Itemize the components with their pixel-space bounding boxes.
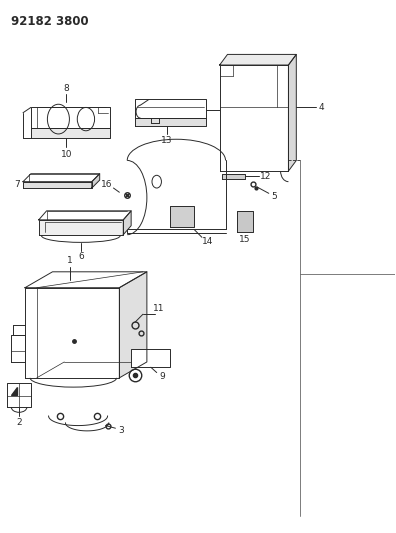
Text: 8: 8	[63, 84, 69, 93]
Text: 13: 13	[161, 136, 172, 145]
Polygon shape	[23, 174, 100, 182]
Polygon shape	[237, 211, 253, 232]
Polygon shape	[220, 65, 288, 171]
Polygon shape	[23, 182, 92, 188]
Polygon shape	[123, 211, 131, 235]
Text: 9: 9	[160, 372, 166, 381]
Text: 4: 4	[319, 103, 325, 112]
Polygon shape	[135, 100, 206, 118]
Text: 14: 14	[202, 237, 213, 246]
Polygon shape	[119, 272, 147, 378]
Polygon shape	[11, 387, 17, 395]
Text: 3: 3	[118, 426, 124, 435]
Polygon shape	[222, 174, 245, 179]
Text: 10: 10	[61, 150, 72, 159]
Text: 16: 16	[101, 180, 112, 189]
Polygon shape	[31, 108, 110, 127]
Text: 2: 2	[16, 418, 22, 427]
Text: 11: 11	[153, 304, 164, 313]
Text: 1: 1	[67, 256, 73, 265]
Polygon shape	[92, 174, 100, 188]
Polygon shape	[170, 206, 194, 227]
Text: 15: 15	[240, 236, 251, 245]
Polygon shape	[135, 118, 206, 126]
Text: 12: 12	[260, 172, 271, 181]
Polygon shape	[288, 54, 296, 171]
Polygon shape	[25, 288, 119, 378]
Polygon shape	[25, 272, 147, 288]
Text: 7: 7	[14, 180, 20, 189]
Polygon shape	[39, 220, 123, 235]
Polygon shape	[39, 211, 131, 220]
Polygon shape	[131, 349, 170, 367]
Text: 92182 3800: 92182 3800	[11, 14, 89, 28]
Polygon shape	[31, 127, 110, 138]
Text: 6: 6	[78, 253, 84, 262]
Text: 5: 5	[271, 192, 277, 201]
Polygon shape	[7, 383, 31, 407]
Polygon shape	[220, 54, 296, 65]
